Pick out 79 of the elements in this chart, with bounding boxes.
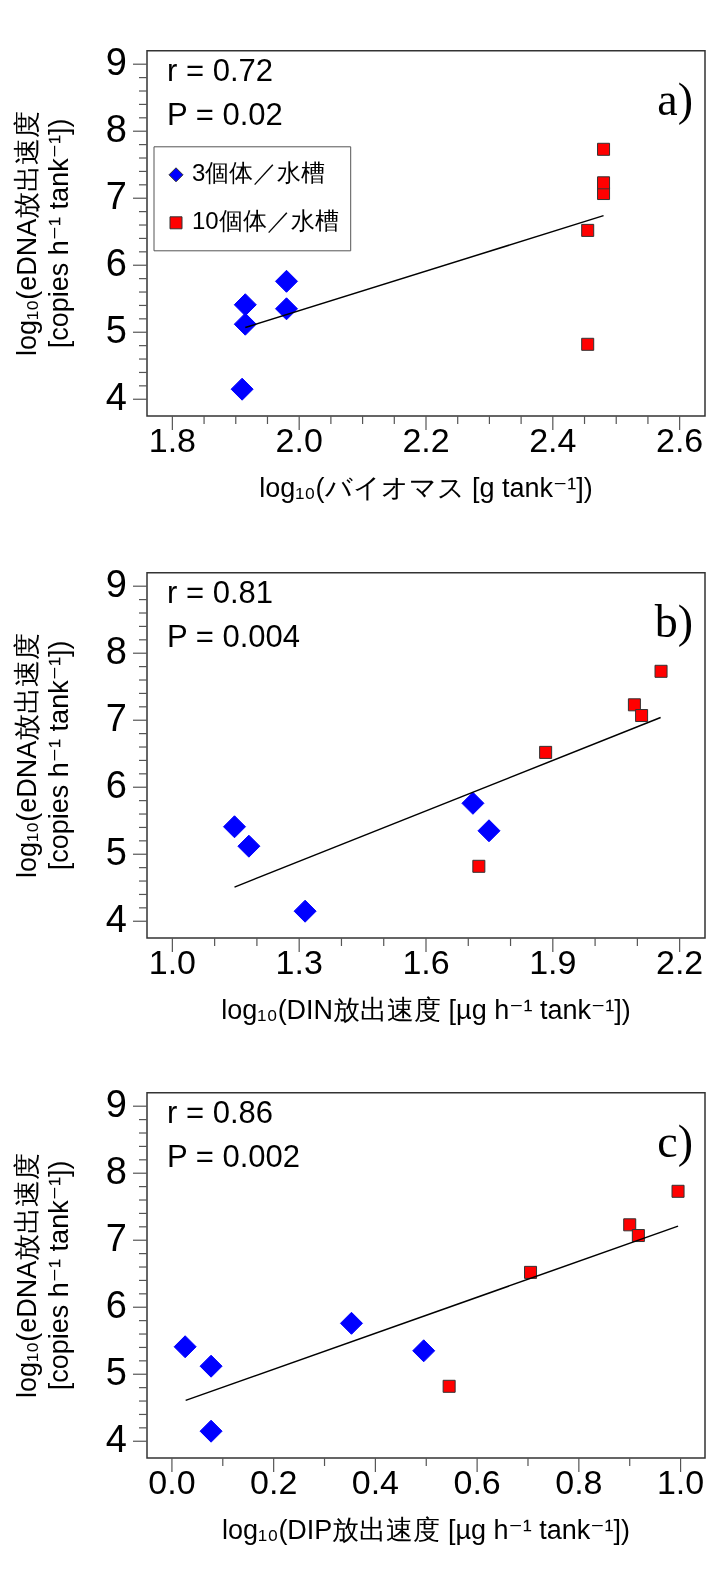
point (477, 819, 501, 843)
legend-label: 3個体／水槽 (192, 159, 326, 187)
point (339, 1311, 363, 1335)
y-axis-title: log₁₀(eDNA放出速度 [copies h⁻¹ tank⁻¹]) (11, 1152, 75, 1399)
x-tick-label: 1.0 (656, 1462, 705, 1501)
x-tick-label: 0.2 (250, 1462, 298, 1501)
y-tick-label: 4 (105, 375, 127, 418)
x-axis-title: log₁₀(DIP放出速度 [µg h⁻¹ tank⁻¹]) (222, 1515, 630, 1546)
point (627, 698, 641, 712)
point (412, 1339, 436, 1363)
y-axis-title: log₁₀(eDNA放出速度 [copies h⁻¹ tank⁻¹]) (11, 632, 75, 879)
x-tick-label: 1.8 (148, 420, 196, 459)
point (275, 269, 298, 293)
point (442, 1379, 456, 1393)
annotation: P = 0.02 (167, 97, 283, 133)
point (275, 297, 298, 321)
point (581, 337, 595, 351)
legend-label: 10個体／水槽 (192, 207, 339, 235)
point (539, 745, 553, 759)
annotation: P = 0.002 (167, 1139, 301, 1175)
x-tick-label: 2.4 (529, 420, 577, 459)
annotation: P = 0.004 (167, 619, 301, 655)
x-axis-title: log₁₀(バイオマス [g tank⁻¹]) (259, 473, 593, 504)
point (472, 859, 486, 873)
y-tick-label: 7 (105, 696, 127, 739)
point (597, 142, 611, 156)
y-tick-label: 5 (105, 830, 127, 873)
x-tick-label: 1.9 (529, 942, 577, 981)
point (623, 1218, 637, 1232)
point (199, 1354, 223, 1378)
y-tick-label: 8 (105, 629, 127, 672)
point (581, 223, 595, 237)
annotation: a) (657, 73, 693, 125)
point (233, 293, 257, 317)
x-tick-label: 2.2 (402, 420, 450, 459)
y-tick-label: 9 (105, 562, 127, 605)
x-tick-label: 2.2 (656, 942, 704, 981)
x-tick-label: 0.6 (453, 1462, 501, 1501)
point (293, 899, 317, 923)
x-tick-label: 0.0 (148, 1462, 196, 1501)
point (223, 815, 247, 839)
y-tick-label: 5 (105, 1350, 127, 1393)
x-tick-label: 1.3 (275, 942, 323, 981)
x-tick-label: 2.6 (656, 420, 704, 459)
point (671, 1184, 685, 1198)
x-tick-label: 0.4 (351, 1462, 400, 1501)
point (173, 1335, 197, 1359)
y-tick-label: 7 (105, 174, 127, 217)
y-tick-label: 9 (105, 1082, 127, 1125)
y-tick-label: 4 (105, 1417, 127, 1460)
point (237, 834, 261, 858)
annotation: c) (657, 1115, 693, 1167)
annotation: r = 0.72 (167, 53, 273, 89)
point (230, 377, 254, 401)
point (635, 709, 649, 723)
y-tick-label: 6 (105, 1283, 127, 1326)
y-tick-label: 8 (105, 107, 127, 150)
point (524, 1265, 538, 1279)
x-axis-title: log₁₀(DIN放出速度 [µg h⁻¹ tank⁻¹]) (221, 995, 631, 1026)
point (233, 312, 257, 336)
x-tick-label: 1.6 (402, 942, 450, 981)
annotation: r = 0.81 (167, 575, 273, 611)
point (654, 664, 668, 678)
y-tick-label: 8 (105, 1149, 127, 1192)
y-axis-title: log₁₀(eDNA放出速度 [copies h⁻¹ tank⁻¹]) (11, 110, 75, 357)
annotation: r = 0.86 (167, 1095, 273, 1131)
y-tick-label: 6 (105, 241, 127, 284)
point (461, 791, 485, 815)
x-tick-label: 2.0 (275, 420, 323, 459)
y-tick-label: 7 (105, 1216, 127, 1259)
y-tick-label: 4 (105, 897, 127, 940)
annotation: b) (654, 595, 693, 647)
point (597, 176, 611, 190)
y-tick-label: 9 (105, 40, 127, 83)
y-tick-label: 6 (105, 763, 127, 806)
point (199, 1419, 223, 1443)
x-tick-label: 0.8 (555, 1462, 603, 1501)
y-tick-label: 5 (105, 308, 127, 351)
x-tick-label: 1.0 (148, 942, 196, 981)
